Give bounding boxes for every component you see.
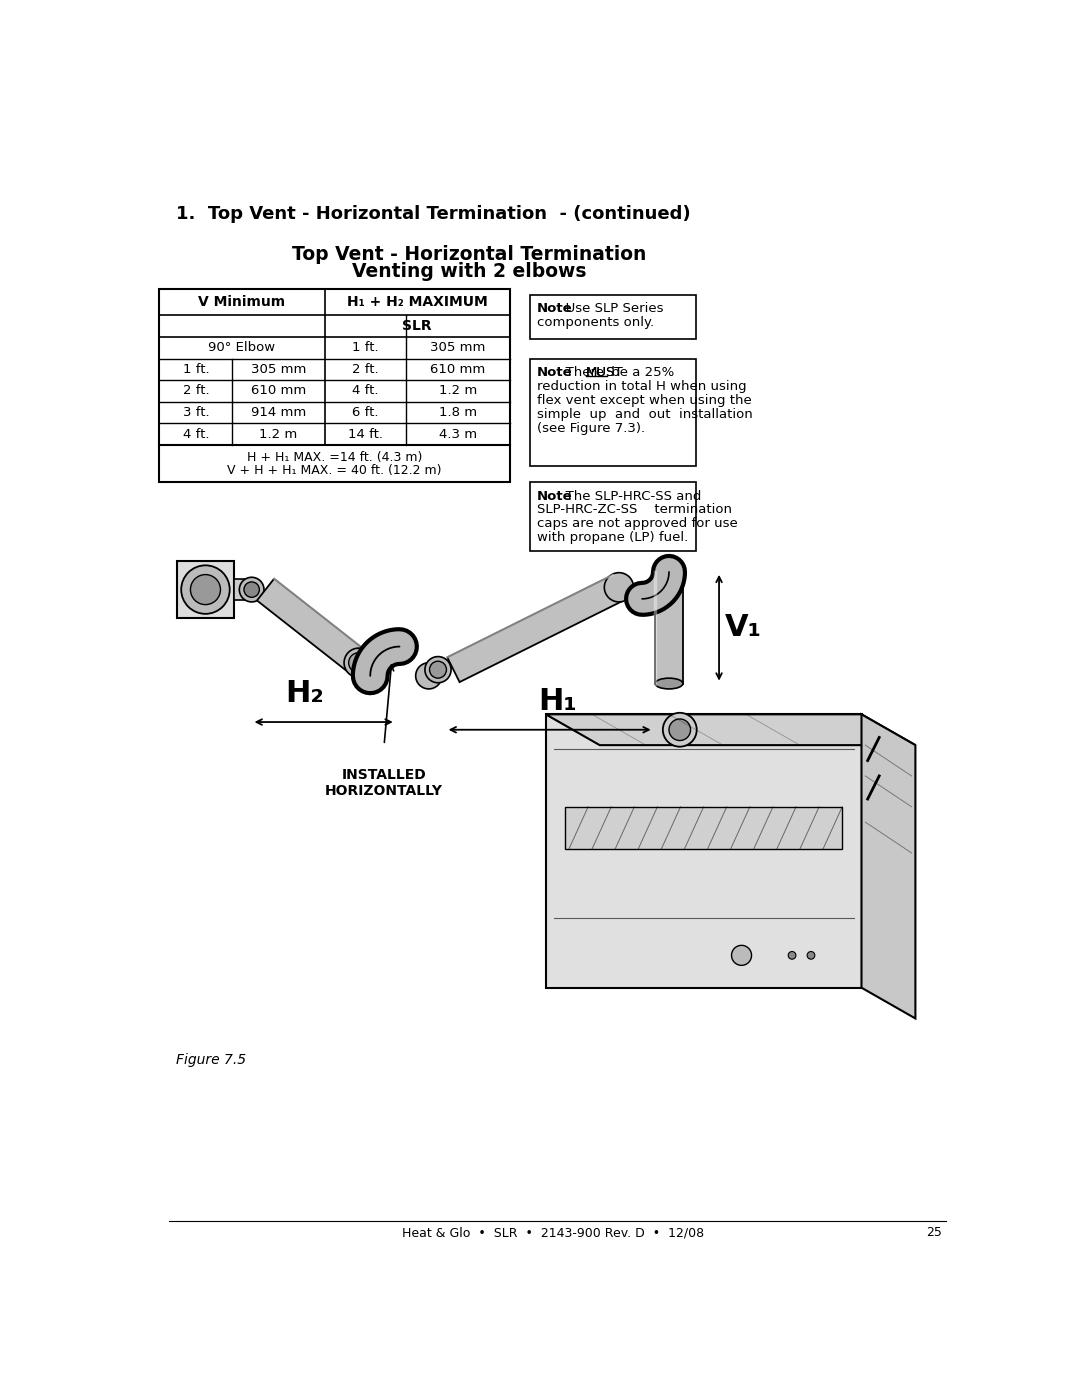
Text: with propane (LP) fuel.: with propane (LP) fuel. xyxy=(537,531,688,543)
Text: : Use SLP Series: : Use SLP Series xyxy=(556,302,663,316)
Text: Venting with 2 elbows: Venting with 2 elbows xyxy=(352,261,586,281)
Text: H₁ + H₂ MAXIMUM: H₁ + H₂ MAXIMUM xyxy=(347,295,487,309)
Text: 90° Elbow: 90° Elbow xyxy=(208,341,275,355)
Text: 610 mm: 610 mm xyxy=(430,363,485,376)
Circle shape xyxy=(424,657,451,683)
Bar xyxy=(159,289,510,482)
Polygon shape xyxy=(545,714,916,745)
Bar xyxy=(530,482,696,550)
Circle shape xyxy=(731,946,752,965)
Text: 1 ft.: 1 ft. xyxy=(183,363,210,376)
Circle shape xyxy=(240,577,264,602)
Text: 4 ft.: 4 ft. xyxy=(352,384,378,397)
Text: Note: Note xyxy=(537,489,572,503)
Circle shape xyxy=(807,951,814,960)
Text: 1 ft.: 1 ft. xyxy=(352,341,379,355)
Text: be a 25%: be a 25% xyxy=(607,366,674,380)
Polygon shape xyxy=(447,576,625,682)
Text: components only.: components only. xyxy=(537,316,653,330)
Text: 4 ft.: 4 ft. xyxy=(183,427,210,440)
Circle shape xyxy=(349,652,368,673)
Text: caps are not approved for use: caps are not approved for use xyxy=(537,517,738,531)
Text: (see Figure 7.3).: (see Figure 7.3). xyxy=(537,422,645,434)
Text: MUST: MUST xyxy=(585,366,623,380)
Text: 1.2 m: 1.2 m xyxy=(438,384,476,397)
Bar xyxy=(530,359,696,467)
Text: V₁: V₁ xyxy=(725,613,762,643)
Text: H + H₁ MAX. =14 ft. (4.3 m): H + H₁ MAX. =14 ft. (4.3 m) xyxy=(246,451,422,464)
Text: Heat & Glo  •  SLR  •  2143-900 Rev. D  •  12/08: Heat & Glo • SLR • 2143-900 Rev. D • 12/… xyxy=(403,1227,704,1239)
Text: V + H + H₁ MAX. = 40 ft. (12.2 m): V + H + H₁ MAX. = 40 ft. (12.2 m) xyxy=(227,464,442,478)
Circle shape xyxy=(663,712,697,746)
Circle shape xyxy=(181,566,230,613)
Circle shape xyxy=(627,584,653,610)
Text: 305 mm: 305 mm xyxy=(430,341,485,355)
Bar xyxy=(545,714,862,988)
Text: Note: Note xyxy=(537,366,572,380)
Text: 914 mm: 914 mm xyxy=(251,407,307,419)
Text: H₁: H₁ xyxy=(538,687,577,715)
Circle shape xyxy=(669,719,690,740)
Text: H₂: H₂ xyxy=(285,679,324,708)
Circle shape xyxy=(416,662,442,689)
Polygon shape xyxy=(257,578,367,673)
Circle shape xyxy=(788,951,796,960)
Text: 25: 25 xyxy=(927,1227,943,1239)
Polygon shape xyxy=(656,571,683,683)
Bar xyxy=(530,295,696,339)
Text: Top Vent - Horizontal Termination: Top Vent - Horizontal Termination xyxy=(292,244,646,264)
Text: 4.3 m: 4.3 m xyxy=(438,427,476,440)
Circle shape xyxy=(430,661,446,678)
Polygon shape xyxy=(234,578,252,601)
Circle shape xyxy=(244,583,259,598)
Text: reduction in total H when using: reduction in total H when using xyxy=(537,380,746,393)
Circle shape xyxy=(659,566,679,585)
Ellipse shape xyxy=(656,678,683,689)
Bar xyxy=(565,806,842,849)
Text: V Minimum: V Minimum xyxy=(199,295,285,309)
Text: 6 ft.: 6 ft. xyxy=(352,407,378,419)
Text: 2 ft.: 2 ft. xyxy=(352,363,379,376)
Text: 14 ft.: 14 ft. xyxy=(348,427,382,440)
Polygon shape xyxy=(862,714,916,1018)
Circle shape xyxy=(345,648,374,678)
Text: MUST: MUST xyxy=(585,366,623,380)
Ellipse shape xyxy=(656,567,683,577)
Text: 1.  Top Vent - Horizontal Termination  - (continued): 1. Top Vent - Horizontal Termination - (… xyxy=(176,204,691,222)
Text: flex vent except when using the: flex vent except when using the xyxy=(537,394,752,407)
Circle shape xyxy=(190,574,220,605)
Text: INSTALLED
HORIZONTALLY: INSTALLED HORIZONTALLY xyxy=(325,768,443,799)
Text: 305 mm: 305 mm xyxy=(251,363,307,376)
Text: : There: : There xyxy=(556,366,608,380)
Text: 610 mm: 610 mm xyxy=(251,384,307,397)
Text: : The SLP-HRC-SS and: : The SLP-HRC-SS and xyxy=(556,489,701,503)
Text: SLP-HRC-ZC-SS    termination: SLP-HRC-ZC-SS termination xyxy=(537,503,731,517)
Text: simple  up  and  out  installation: simple up and out installation xyxy=(537,408,753,420)
Text: Note: Note xyxy=(537,302,572,316)
Text: 1.2 m: 1.2 m xyxy=(259,427,298,440)
Text: SLR: SLR xyxy=(403,320,432,334)
Text: 1.8 m: 1.8 m xyxy=(438,407,476,419)
Text: 2 ft.: 2 ft. xyxy=(183,384,210,397)
Text: Figure 7.5: Figure 7.5 xyxy=(176,1053,246,1067)
Text: 3 ft.: 3 ft. xyxy=(183,407,210,419)
Circle shape xyxy=(605,573,634,602)
Bar xyxy=(177,560,234,619)
Circle shape xyxy=(653,560,685,591)
